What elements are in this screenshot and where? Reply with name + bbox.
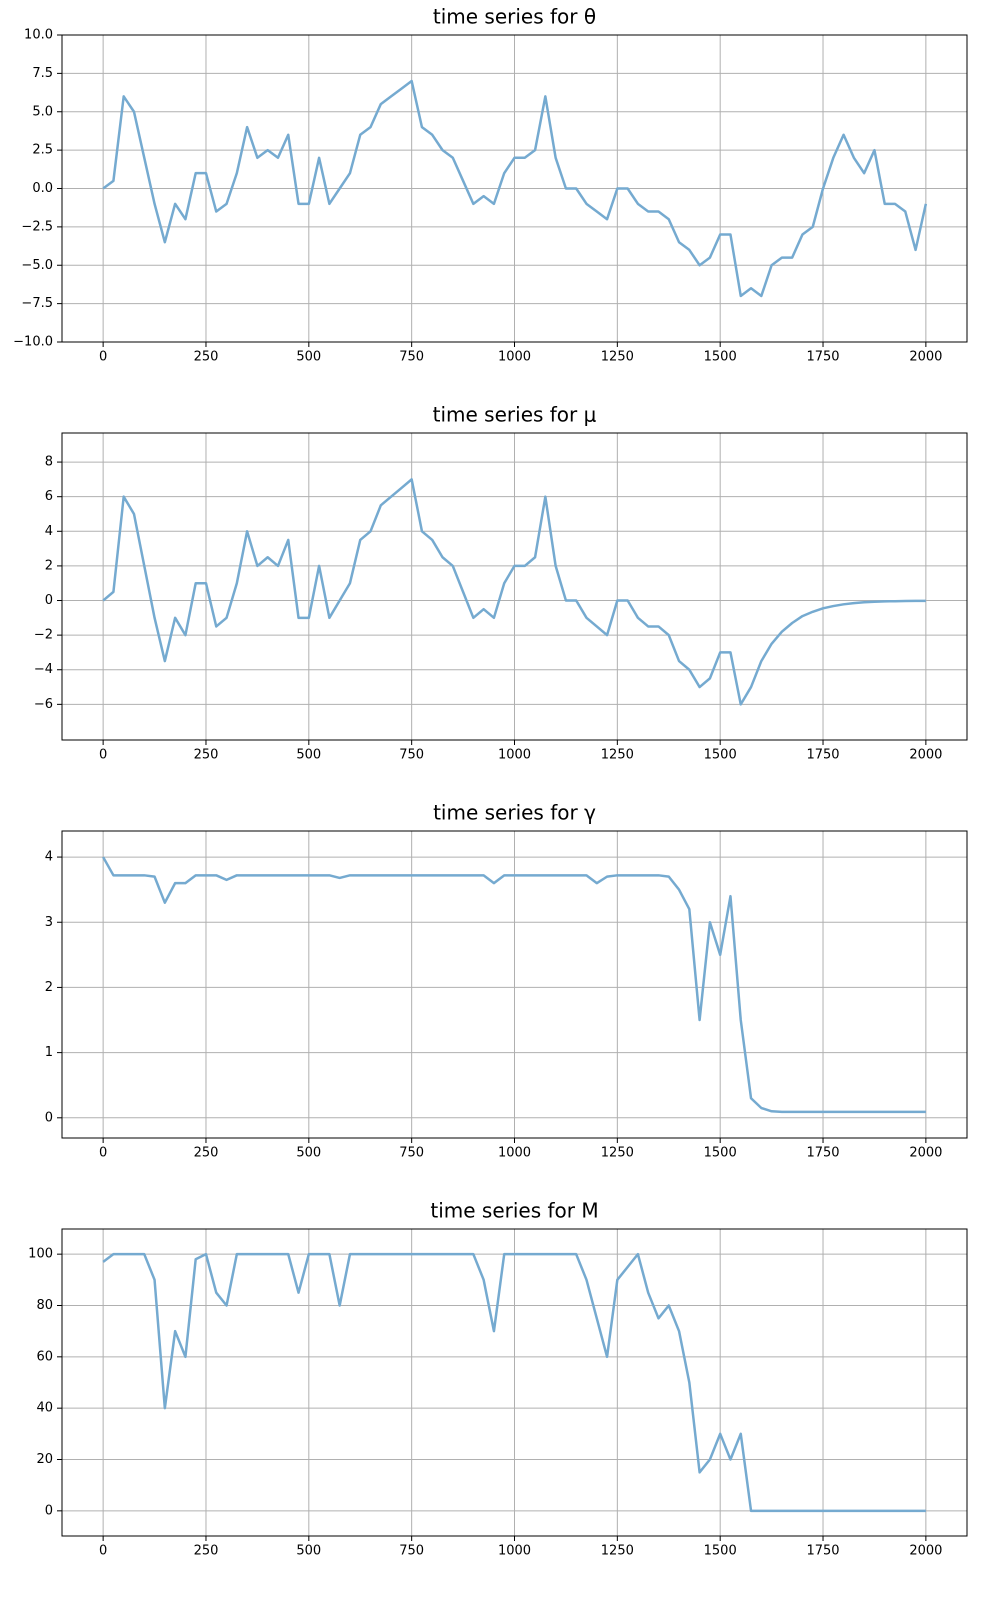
y-tick-label: 60	[36, 1349, 53, 1364]
y-tick-label: 0	[45, 593, 53, 608]
x-tick-label: 0	[99, 1146, 107, 1161]
x-tick-label: 1000	[498, 748, 531, 763]
y-tick-label: 4	[45, 524, 53, 539]
x-tick-label: 1000	[498, 1544, 531, 1559]
axes-frame	[61, 830, 968, 1139]
x-tick-label: 0	[99, 748, 107, 763]
y-tick-label: 2.5	[32, 143, 53, 158]
y-tick-label: 0	[45, 1110, 53, 1125]
x-tick-label: 1750	[806, 1544, 839, 1559]
x-tick-label: 750	[399, 350, 424, 365]
x-tick-label: 250	[194, 350, 219, 365]
axes-frame	[61, 1228, 968, 1537]
x-tick-label: 2000	[909, 1544, 942, 1559]
x-tick-label: 1750	[806, 1146, 839, 1161]
x-tick-label: 1500	[704, 1146, 737, 1161]
x-tick-label: 2000	[909, 350, 942, 365]
y-tick-label: 100	[28, 1247, 53, 1262]
x-tick-label: 0	[99, 1544, 107, 1559]
x-tick-label: 2000	[909, 748, 942, 763]
y-tick-label: 2	[45, 980, 53, 995]
x-tick-label: 750	[399, 1146, 424, 1161]
y-tick-label: 4	[45, 850, 53, 865]
x-tick-label: 1250	[601, 1146, 634, 1161]
y-tick-label: 8	[45, 455, 53, 470]
x-tick-label: 750	[399, 1544, 424, 1559]
data-line	[102, 478, 926, 706]
x-tick-label: 1250	[601, 1544, 634, 1559]
x-tick-label: 2000	[909, 1146, 942, 1161]
y-tick-label: 0	[45, 1503, 53, 1518]
x-tick-label: 500	[296, 1544, 321, 1559]
x-tick-label: 250	[194, 1146, 219, 1161]
y-tick-label: −10.0	[13, 335, 53, 350]
x-tick-label: 1500	[704, 1544, 737, 1559]
x-tick-label: 500	[296, 350, 321, 365]
y-tick-label: 20	[36, 1452, 53, 1467]
x-tick-label: 1000	[498, 1146, 531, 1161]
x-tick-label: 1250	[601, 748, 634, 763]
x-tick-label: 1750	[806, 748, 839, 763]
y-tick-label: −4	[34, 662, 53, 677]
x-tick-label: 1000	[498, 350, 531, 365]
y-tick-label: 5.0	[32, 104, 53, 119]
chart-title: time series for μ	[433, 403, 597, 427]
x-tick-label: 1500	[704, 350, 737, 365]
y-tick-label: −2.5	[21, 219, 53, 234]
x-tick-label: 0	[99, 350, 107, 365]
y-tick-label: −7.5	[21, 296, 53, 311]
x-tick-label: 500	[296, 1146, 321, 1161]
y-tick-label: 0.0	[32, 181, 53, 196]
x-tick-label: 250	[194, 748, 219, 763]
data-line	[102, 1252, 926, 1513]
y-tick-label: 10.0	[24, 28, 53, 43]
axes-frame	[61, 432, 968, 741]
chart-title: time series for γ	[433, 801, 596, 825]
axes-frame	[61, 34, 968, 343]
chart-title: time series for θ	[433, 5, 596, 29]
data-line	[102, 856, 926, 1114]
y-tick-label: 80	[36, 1298, 53, 1313]
y-tick-label: 6	[45, 489, 53, 504]
data-line	[102, 79, 928, 298]
chart-title: time series for M	[430, 1199, 598, 1223]
y-tick-label: 3	[45, 915, 53, 930]
y-tick-label: −6	[34, 697, 53, 712]
x-tick-label: 1250	[601, 350, 634, 365]
x-tick-label: 250	[194, 1544, 219, 1559]
y-tick-label: −2	[34, 628, 53, 643]
y-tick-label: 7.5	[32, 66, 53, 81]
x-tick-label: 1750	[806, 350, 839, 365]
x-tick-label: 500	[296, 748, 321, 763]
y-tick-label: 40	[36, 1401, 53, 1416]
y-tick-label: 1	[45, 1045, 53, 1060]
y-tick-label: −5.0	[21, 258, 53, 273]
y-tick-label: 2	[45, 558, 53, 573]
x-tick-label: 750	[399, 748, 424, 763]
x-tick-label: 1500	[704, 748, 737, 763]
